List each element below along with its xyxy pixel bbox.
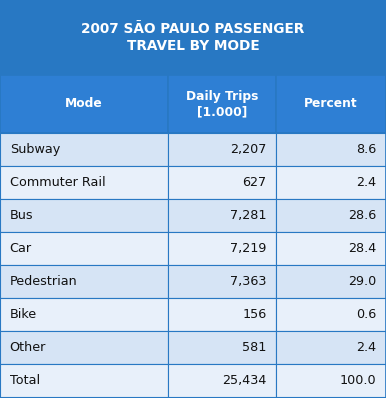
Text: 627: 627 (242, 176, 266, 189)
Bar (276, 166, 386, 199)
Text: 7,363: 7,363 (230, 275, 266, 288)
Text: Percent: Percent (304, 98, 358, 111)
Text: 29.0: 29.0 (348, 275, 376, 288)
Bar (168, 298, 276, 331)
Text: 25,434: 25,434 (222, 374, 266, 387)
Text: 2.4: 2.4 (356, 341, 376, 354)
Bar (0, 364, 168, 397)
Text: 581: 581 (242, 341, 266, 354)
Text: Subway: Subway (10, 143, 60, 156)
Text: Commuter Rail: Commuter Rail (10, 176, 105, 189)
Text: 0.6: 0.6 (356, 308, 376, 321)
Text: Total: Total (10, 374, 40, 387)
Bar (0, 166, 168, 199)
Bar (276, 133, 386, 166)
Text: 2,207: 2,207 (230, 143, 266, 156)
Bar (0, 199, 168, 232)
Text: Mode: Mode (65, 98, 103, 111)
Bar (0, 232, 168, 265)
Text: 8.6: 8.6 (356, 143, 376, 156)
Bar (168, 133, 276, 166)
Text: 7,219: 7,219 (230, 242, 266, 255)
Bar (276, 298, 386, 331)
Text: 2007 SÃO PAULO PASSENGER
TRAVEL BY MODE: 2007 SÃO PAULO PASSENGER TRAVEL BY MODE (81, 22, 305, 53)
Text: 2.4: 2.4 (356, 176, 376, 189)
Bar (168, 232, 276, 265)
Text: Daily Trips
[1.000]: Daily Trips [1.000] (186, 90, 258, 118)
Bar (276, 331, 386, 364)
Bar (276, 232, 386, 265)
Text: Car: Car (10, 242, 32, 255)
Text: 7,281: 7,281 (230, 209, 266, 222)
Bar (0, 75, 168, 133)
Bar (0, 265, 168, 298)
Bar (168, 364, 276, 397)
Bar (168, 75, 276, 133)
Bar (168, 265, 276, 298)
Bar (168, 166, 276, 199)
Bar (276, 199, 386, 232)
Bar (168, 199, 276, 232)
Bar (0, 331, 168, 364)
Bar (0, 133, 168, 166)
Text: Other: Other (10, 341, 46, 354)
Text: Bus: Bus (10, 209, 33, 222)
Text: 100.0: 100.0 (340, 374, 376, 387)
Text: 28.6: 28.6 (348, 209, 376, 222)
Bar (0, 0, 386, 75)
Bar (276, 75, 386, 133)
Bar (168, 331, 276, 364)
Text: Pedestrian: Pedestrian (10, 275, 78, 288)
Bar (276, 265, 386, 298)
Text: 156: 156 (242, 308, 266, 321)
Bar (276, 364, 386, 397)
Bar (0, 298, 168, 331)
Text: Bike: Bike (10, 308, 37, 321)
Text: 28.4: 28.4 (348, 242, 376, 255)
